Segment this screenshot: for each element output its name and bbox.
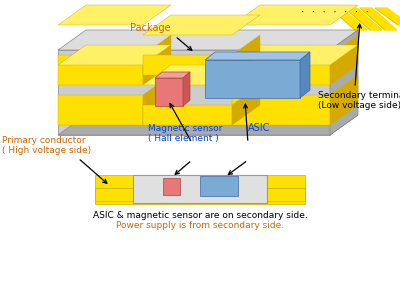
Polygon shape	[232, 35, 260, 75]
Bar	[95, 188, 305, 204]
Text: ( High voltage side): ( High voltage side)	[2, 146, 91, 155]
Polygon shape	[143, 75, 171, 125]
Polygon shape	[360, 8, 397, 30]
Polygon shape	[330, 8, 367, 30]
Text: Package: Package	[130, 23, 171, 33]
Text: Primary conductor: Primary conductor	[2, 136, 86, 145]
Polygon shape	[205, 52, 310, 60]
Polygon shape	[232, 5, 358, 25]
Text: · · · · · · ·: · · · · · · ·	[300, 8, 370, 17]
Polygon shape	[345, 8, 382, 30]
Text: ASIC & magnetic sensor are on secondary side.: ASIC & magnetic sensor are on secondary …	[93, 211, 307, 220]
Bar	[205, 60, 300, 98]
Bar	[58, 95, 143, 125]
Bar	[200, 176, 238, 196]
Polygon shape	[58, 115, 358, 135]
Polygon shape	[143, 15, 260, 35]
Polygon shape	[183, 72, 190, 106]
Polygon shape	[155, 72, 190, 78]
Bar	[155, 78, 183, 106]
Polygon shape	[300, 52, 310, 98]
Text: (Low voltage side): (Low voltage side)	[318, 101, 400, 110]
Bar	[95, 175, 133, 188]
Polygon shape	[232, 85, 260, 125]
Polygon shape	[330, 75, 358, 125]
Bar	[58, 50, 330, 135]
Bar	[143, 105, 232, 125]
Text: Secondary terminal: Secondary terminal	[318, 91, 400, 100]
Text: Magnetic sensor: Magnetic sensor	[148, 124, 222, 133]
Bar	[95, 188, 133, 201]
Polygon shape	[58, 30, 358, 50]
Bar	[267, 175, 305, 188]
Polygon shape	[58, 5, 171, 25]
Bar	[232, 95, 330, 125]
Polygon shape	[330, 35, 358, 85]
Polygon shape	[143, 65, 260, 85]
Text: ASIC: ASIC	[248, 123, 270, 133]
Polygon shape	[375, 8, 400, 25]
Polygon shape	[143, 35, 171, 85]
Bar	[58, 55, 143, 85]
Bar	[232, 55, 330, 85]
Bar	[267, 188, 305, 201]
Polygon shape	[330, 30, 358, 135]
Polygon shape	[232, 45, 358, 65]
Bar	[143, 55, 232, 75]
Text: ( Hall element ): ( Hall element )	[148, 134, 219, 143]
Bar	[133, 175, 267, 203]
Text: Power supply is from secondary side.: Power supply is from secondary side.	[116, 221, 284, 230]
Bar	[163, 178, 180, 195]
Polygon shape	[58, 45, 171, 65]
